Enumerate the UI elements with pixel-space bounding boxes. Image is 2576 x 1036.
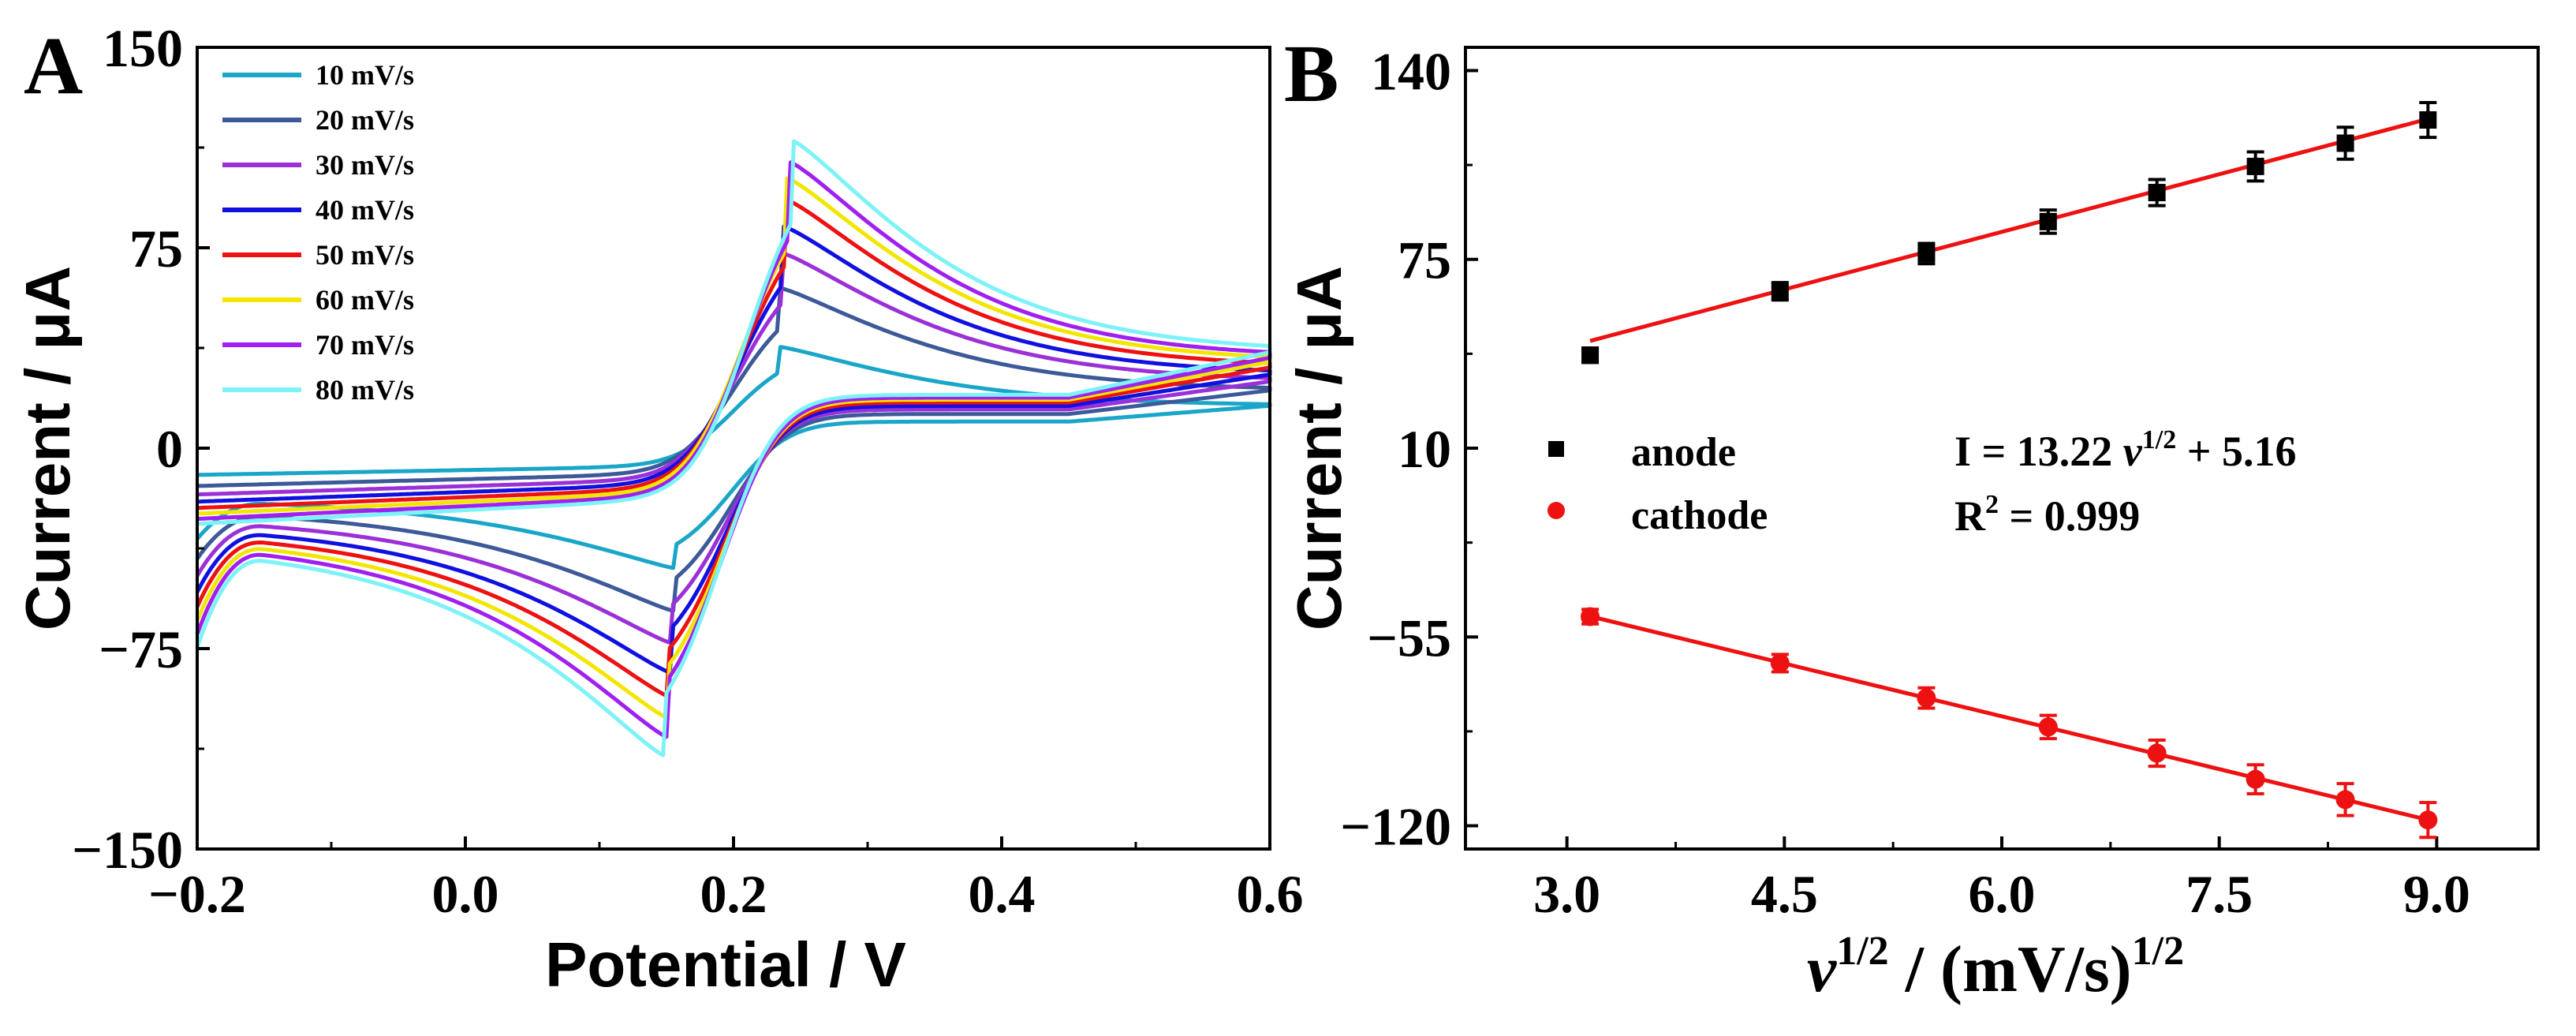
y-tick-label: −55	[1367, 608, 1451, 668]
panel-b-frame	[1464, 46, 2540, 851]
r-squared: R2 = 0.999	[1954, 490, 2140, 540]
panel-a: A −0.2 0.0 0.2 0.4 0.6 −150 −75 0 75 150 10 mV/s 2…	[13, 18, 1304, 1000]
cathode-fit-line	[1589, 614, 2429, 822]
panel-a-xlabel: Potential / V	[545, 929, 906, 1000]
panel-b-legend: anode cathode	[1547, 430, 1768, 538]
cathode-point	[2147, 738, 2167, 769]
cathode-point	[2038, 713, 2058, 741]
legend-label: 60 mV/s	[315, 284, 414, 316]
anode-point	[1917, 241, 1936, 266]
y-tick-label: −120	[1340, 797, 1451, 857]
legend-label: 80 mV/s	[315, 374, 414, 406]
data-points	[1581, 100, 2438, 840]
cathode-point	[1917, 686, 1936, 710]
panel-a-ylabel: Current / μA	[13, 266, 83, 630]
cathode-point	[1581, 607, 1600, 626]
panel-a-ticks: −0.2 0.0 0.2 0.4 0.6 −150 −75 0 75 150	[72, 18, 1303, 924]
legend-label: 40 mV/s	[315, 194, 414, 226]
legend-label: 50 mV/s	[315, 239, 414, 271]
panel-b-label: B	[1284, 28, 1338, 119]
x-tick-label: −0.2	[148, 864, 246, 924]
y-tick-label: 10	[1398, 419, 1451, 479]
panel-b-xlabel: v1/2 / (mV/s)1/2	[1807, 929, 2184, 1006]
panel-a-label: A	[24, 21, 83, 111]
panel-b-ylabel: Current / μA	[1284, 266, 1354, 630]
legend-label: 30 mV/s	[315, 149, 414, 181]
x-tick-label: 0.6	[1237, 864, 1304, 924]
panel-b: B 3.0 4.5 6.0 7.5 9.0 −120 −55 10 75 140 anode ca…	[1284, 28, 2540, 1006]
x-tick-label: 6.0	[1969, 864, 2036, 924]
panel-b-ticks: 3.0 4.5 6.0 7.5 9.0 −120 −55 10 75 140	[1340, 41, 2470, 924]
legend-anode-marker	[1548, 441, 1564, 457]
legend-label: 10 mV/s	[315, 59, 414, 91]
y-tick-label: −75	[99, 619, 183, 679]
anode-point	[2336, 125, 2354, 161]
anode-fit-line	[1589, 117, 2429, 343]
cv-curve-50	[195, 198, 1272, 698]
cv-curve-80	[195, 139, 1272, 757]
y-tick-label: 0	[156, 419, 183, 479]
panel-a-frame	[196, 46, 1271, 851]
x-tick-label: 0.4	[969, 864, 1036, 924]
x-tick-label: 0.0	[432, 864, 499, 924]
x-tick-label: 7.5	[2186, 864, 2253, 924]
x-tick-label: 3.0	[1533, 864, 1600, 924]
fit-equation: I = 13.22 v1/2 + 5.16	[1954, 425, 2297, 475]
legend-label: 20 mV/s	[315, 104, 414, 136]
legend-label: 70 mV/s	[315, 329, 414, 361]
y-tick-label: 75	[1398, 230, 1451, 290]
anode-point	[2039, 208, 2057, 235]
cv-curves	[195, 139, 1272, 757]
legend-cathode-label: cathode	[1631, 493, 1768, 538]
x-tick-label: 9.0	[2403, 864, 2470, 924]
y-tick-label: 150	[103, 18, 183, 78]
anode-point	[2148, 178, 2166, 208]
cathode-point	[2246, 763, 2265, 796]
cathode-point	[1770, 653, 1790, 674]
fit-lines	[1589, 117, 2429, 822]
x-tick-label: 0.2	[700, 864, 767, 924]
anode-point	[1581, 346, 1600, 365]
legend-anode-label: anode	[1631, 430, 1736, 475]
x-tick-label: 4.5	[1751, 864, 1818, 924]
anode-point	[2246, 150, 2264, 183]
anode-point	[2419, 100, 2437, 140]
cathode-point	[2335, 782, 2355, 817]
legend-cathode-marker	[1547, 502, 1565, 519]
cathode-point	[2418, 801, 2438, 840]
y-tick-label: 140	[1371, 41, 1451, 101]
panel-a-legend: 10 mV/s 20 mV/s 30 mV/s 40 mV/s 50 mV/s 60 mV…	[222, 59, 414, 406]
y-tick-label: −150	[72, 820, 183, 880]
y-tick-label: 75	[129, 219, 183, 279]
anode-point	[1771, 281, 1789, 302]
